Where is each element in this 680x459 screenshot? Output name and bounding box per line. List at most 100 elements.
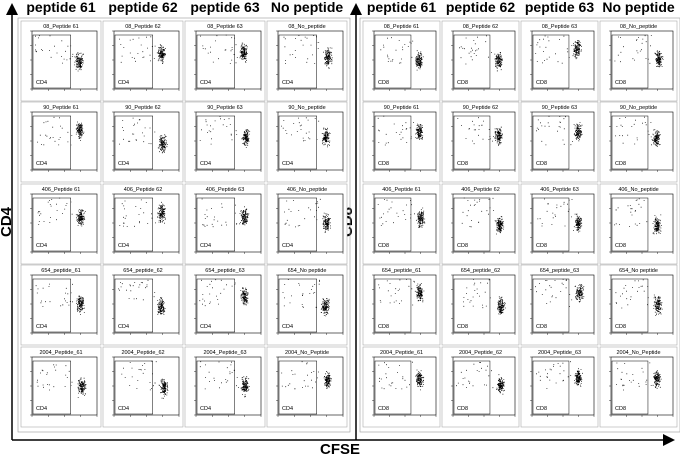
cell-events xyxy=(614,35,664,68)
cell-events xyxy=(35,35,84,72)
panel-frame xyxy=(102,20,184,102)
gate-label: CD4 xyxy=(282,324,293,330)
column-header: peptide 61 xyxy=(367,0,436,15)
gate-label: CD8 xyxy=(615,324,626,330)
gate-label: CD4 xyxy=(118,243,129,249)
y-axis-label: CD4 xyxy=(0,206,15,237)
gate xyxy=(453,278,491,333)
gate xyxy=(374,278,412,333)
cell-events xyxy=(378,361,425,391)
gate-label: CD4 xyxy=(200,80,211,86)
cell-events xyxy=(536,361,583,389)
panel-frame xyxy=(362,346,441,428)
gate-label: CD8 xyxy=(457,324,468,330)
gate-label: CD8 xyxy=(536,324,547,330)
panel-label: 2004_Peptide_61 xyxy=(39,350,82,356)
panel-label: 654_No peptide xyxy=(619,268,658,274)
cell-events xyxy=(535,35,582,64)
panel-frame xyxy=(184,346,266,428)
panel-frame xyxy=(520,346,599,428)
gate xyxy=(32,360,71,415)
column-header: peptide 62 xyxy=(108,0,177,15)
gate xyxy=(453,360,491,415)
panel-frame xyxy=(599,20,678,102)
gate-label: CD8 xyxy=(378,161,389,167)
gate-label: CD8 xyxy=(378,406,389,412)
gate xyxy=(453,197,491,252)
gate-label: CD4 xyxy=(36,406,47,412)
gate xyxy=(453,34,491,89)
cell-events xyxy=(461,197,505,235)
gate-label: CD4 xyxy=(200,161,211,167)
gate-label: CD8 xyxy=(615,406,626,412)
gate-label: CD4 xyxy=(118,324,129,330)
panel-frame xyxy=(266,183,348,265)
panel-label: 406_No_peptide xyxy=(618,187,658,193)
panel-label: 406_Peptide 62 xyxy=(461,187,500,193)
cell-events xyxy=(378,279,425,306)
gate-label: CD8 xyxy=(378,80,389,86)
gate-label: CD8 xyxy=(378,243,389,249)
gate xyxy=(532,197,570,252)
panel-frame xyxy=(266,346,348,428)
column-header: peptide 62 xyxy=(446,0,515,15)
panel-label: 90_Peptide 62 xyxy=(125,105,160,111)
gate xyxy=(114,34,153,89)
panel-frame xyxy=(20,264,102,346)
panel-label: 08_Peptide 62 xyxy=(463,24,498,30)
gate xyxy=(278,197,317,252)
gate-label: CD8 xyxy=(378,324,389,330)
cell-events xyxy=(614,198,662,235)
panel-label: 2004_Peptide_63 xyxy=(538,350,581,356)
panels: peptide 61 peptide 62 peptide 63 No peptide… xyxy=(17,0,680,433)
panel-frame xyxy=(184,183,266,265)
gate xyxy=(114,360,153,415)
gate-label: CD4 xyxy=(200,243,211,249)
panel-frame xyxy=(599,264,678,346)
gate-label: CD4 xyxy=(36,243,47,249)
panel-label: 2004_Peptide_62 xyxy=(459,350,502,356)
gate-label: CD8 xyxy=(457,243,468,249)
cell-events xyxy=(456,362,505,395)
gate xyxy=(278,34,317,89)
gate xyxy=(196,115,235,170)
gate-label: CD8 xyxy=(615,161,626,167)
panel-frame xyxy=(441,20,520,102)
gate xyxy=(532,115,570,170)
panel-label: 90_No_peptide xyxy=(620,105,657,111)
gate xyxy=(611,360,649,415)
gate-label: CD4 xyxy=(282,161,293,167)
gate-label: CD4 xyxy=(282,80,293,86)
panel-label: 654_peptide_63 xyxy=(205,268,244,274)
gate xyxy=(374,34,412,89)
gate-label: CD8 xyxy=(615,243,626,249)
panel-frame xyxy=(266,20,348,102)
gate-label: CD8 xyxy=(457,161,468,167)
cell-events xyxy=(37,116,85,146)
panel-label: 654_peptide_61 xyxy=(382,268,421,274)
panel-label: 08_Peptide 63 xyxy=(207,24,242,30)
gate-label: CD8 xyxy=(536,406,547,412)
cell-events xyxy=(459,35,503,72)
gate xyxy=(32,115,71,170)
gate xyxy=(278,278,317,333)
panel-label: 90_Peptide 63 xyxy=(207,105,242,111)
panel-label: 08_Peptide 61 xyxy=(384,24,419,30)
gate xyxy=(611,115,649,170)
gate xyxy=(611,278,649,333)
panel-label: 654_No peptide xyxy=(288,268,327,274)
cell-events xyxy=(457,117,503,146)
panel-label: 406_Peptide 62 xyxy=(124,187,163,193)
panel-frame xyxy=(362,101,441,183)
panel-label: 2004_Peptide_61 xyxy=(380,350,423,356)
cell-events xyxy=(200,34,248,64)
cell-events xyxy=(119,117,168,154)
panel-label: 2004_No_Peptide xyxy=(285,350,329,356)
panel-frame xyxy=(20,101,102,183)
column-header: peptide 61 xyxy=(26,0,95,15)
cell-events xyxy=(284,198,331,233)
panel-frame xyxy=(266,101,348,183)
panel-label: 90_No_peptide xyxy=(288,105,325,111)
gate xyxy=(532,360,570,415)
panel-frame xyxy=(520,183,599,265)
